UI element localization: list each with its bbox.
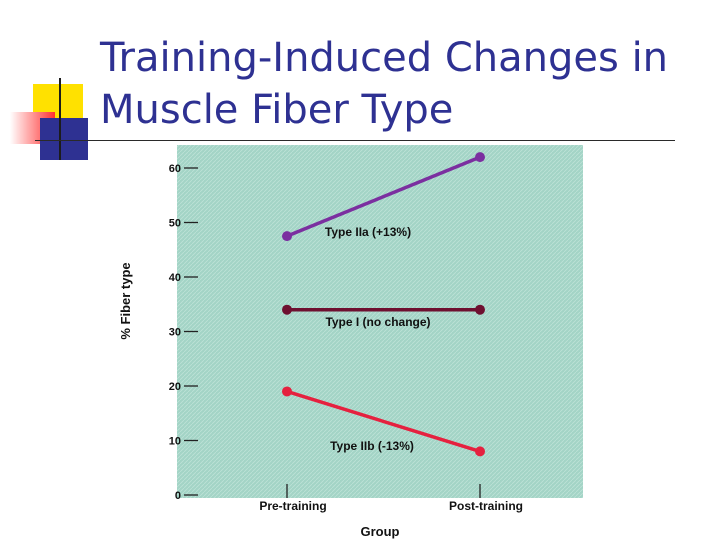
deco-vertical-line	[59, 78, 61, 160]
x-tick-label: Post-training	[449, 499, 523, 513]
slide-title-line2: Muscle Fiber Type	[100, 87, 454, 133]
series-label: Type I (no change)	[325, 315, 430, 329]
data-point-type-iib-post	[475, 446, 485, 457]
y-tick-label: 0	[175, 490, 181, 502]
series-label: Type IIa (+13%)	[325, 225, 411, 239]
data-point-type-i-post	[475, 304, 485, 315]
y-tick-label: 60	[169, 163, 181, 175]
plot-area	[177, 145, 583, 498]
x-tick-label: Pre-training	[259, 499, 326, 513]
y-axis-label: % Fiber type	[118, 262, 133, 339]
x-axis-label: Group	[361, 524, 400, 539]
y-tick-label: 20	[169, 381, 181, 393]
title-underline	[35, 140, 675, 141]
slide-title: Training-Induced Changes in Muscle Fiber…	[100, 32, 700, 136]
deco-blue-square	[40, 118, 88, 160]
series-label: Type IIb (-13%)	[330, 439, 414, 453]
slide-title-line1: Training-Induced Changes in	[100, 35, 669, 81]
y-tick-label: 40	[169, 272, 181, 284]
data-point-type-i-pre	[282, 304, 292, 315]
y-tick-label: 10	[169, 436, 181, 448]
y-tick-label: 30	[169, 327, 181, 339]
data-point-type-iia-pre	[282, 231, 292, 242]
data-point-type-iia-post	[475, 152, 485, 163]
y-tick-label: 50	[169, 218, 181, 230]
series-line-type-iia	[285, 155, 482, 238]
series-line-type-iib	[285, 389, 482, 454]
data-point-type-iib-pre	[282, 386, 292, 397]
